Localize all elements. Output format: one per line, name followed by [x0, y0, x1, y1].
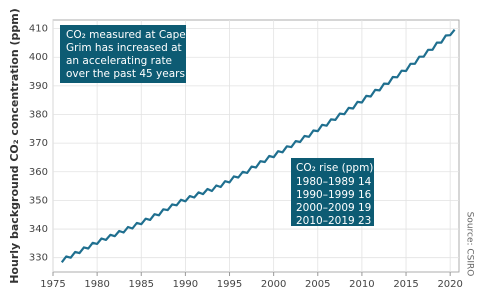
rise-period: 2010–2019 — [296, 215, 355, 227]
y-tick-label: 380 — [29, 110, 48, 121]
y-tick-label: 400 — [29, 52, 48, 63]
y-tick-label: 360 — [29, 167, 48, 178]
x-tick-label: 2000 — [261, 279, 286, 290]
x-tick-label: 1980 — [84, 279, 109, 290]
y-axis-label: Hourly background CO₂ concentration (ppm… — [8, 8, 21, 284]
annotation-line: Grim has increased at — [66, 42, 182, 54]
y-tick-label: 410 — [29, 24, 48, 35]
rise-table-box — [291, 158, 374, 226]
co2-line — [60, 29, 456, 263]
x-tick-label: 1975 — [40, 279, 65, 290]
x-tick-label: 2015 — [393, 279, 418, 290]
annotation-line: over the past 45 years. — [66, 68, 188, 80]
y-tick-label: 330 — [29, 253, 48, 264]
annotation-line: CO₂ measured at Cape — [66, 29, 186, 41]
x-tick-label: 1990 — [173, 279, 198, 290]
annotation-box — [60, 25, 186, 83]
y-tick-label: 340 — [29, 224, 48, 235]
rise-value: 14 — [358, 176, 372, 188]
x-tick-label: 2010 — [349, 279, 374, 290]
y-tick-label: 390 — [29, 81, 48, 92]
x-tick-label: 1995 — [217, 279, 242, 290]
rise-period: 1990–1999 — [296, 189, 355, 201]
rise-value: 19 — [358, 202, 371, 214]
x-tick-label: 2005 — [305, 279, 330, 290]
x-tick-label: 1985 — [129, 279, 154, 290]
rise-table-title: CO₂ rise (ppm): — [296, 162, 377, 174]
y-tick-label: 370 — [29, 138, 48, 149]
source: Source: CSIRO — [465, 212, 475, 277]
rise-period: 1980–1989 — [296, 176, 355, 188]
annotation-line: an accelerating rate — [66, 55, 172, 67]
rise-value: 23 — [358, 215, 371, 227]
y-tick-label: 350 — [29, 195, 48, 206]
rise-value: 16 — [358, 189, 372, 201]
x-tick-label: 2020 — [437, 279, 462, 290]
rise-period: 2000–2009 — [296, 202, 355, 214]
